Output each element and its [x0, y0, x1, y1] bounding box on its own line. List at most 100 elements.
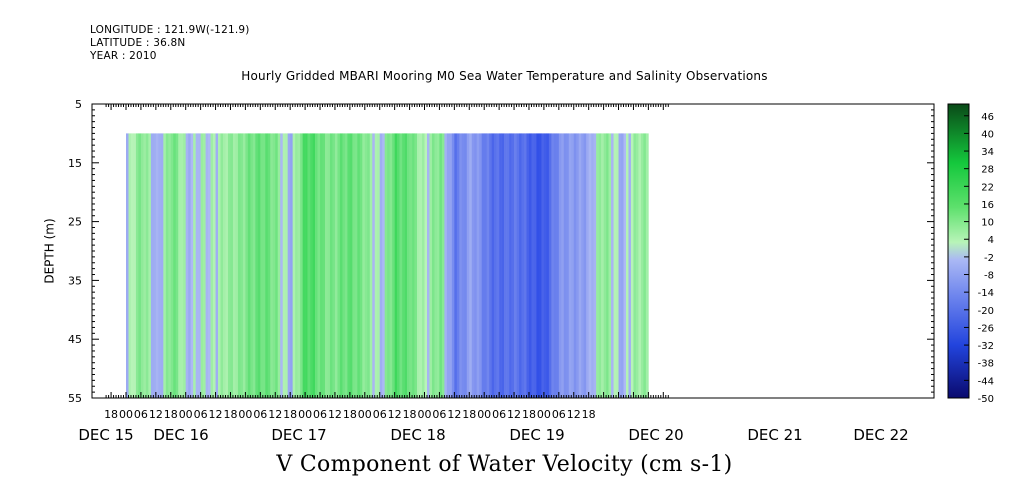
- heatmap-cell: [509, 133, 512, 398]
- x-hour-label: 12: [447, 408, 461, 421]
- heatmap-cell: [133, 133, 137, 398]
- heatmap-cell: [459, 133, 463, 398]
- heatmap-cell: [546, 133, 550, 398]
- heatmap-cell: [409, 133, 413, 398]
- heatmap-cell: [581, 133, 584, 398]
- heatmap-cell: [387, 133, 390, 398]
- colorbar-label: 22: [981, 182, 994, 193]
- colorbar-label: 28: [981, 165, 994, 176]
- heatmap-cell: [290, 133, 293, 398]
- heatmap-cell: [606, 133, 609, 398]
- heatmap-cell: [536, 133, 540, 398]
- heatmap-cell: [170, 133, 174, 398]
- x-hour-label: 06: [194, 408, 208, 421]
- heatmap-cell: [282, 133, 286, 398]
- x-hour-label: 18: [522, 408, 536, 421]
- heatmap-cell: [556, 133, 560, 398]
- heatmap-cell: [325, 133, 328, 398]
- heatmap-cell: [603, 133, 607, 398]
- y-tick-label: 25: [68, 216, 82, 229]
- heatmap-cell: [315, 133, 318, 398]
- heatmap-cell: [586, 133, 589, 398]
- heatmap-cell: [218, 133, 221, 398]
- heatmap-cell: [205, 133, 209, 398]
- heatmap-cell: [424, 133, 428, 398]
- heatmap-cell: [434, 133, 438, 398]
- latitude-label: LATITUDE : 36.8N: [90, 37, 186, 49]
- heatmap-cell: [185, 133, 189, 398]
- heatmap-cell: [223, 133, 226, 398]
- colorbar-label: 4: [988, 235, 994, 246]
- heatmap-cell: [561, 133, 565, 398]
- heatmap-cell: [354, 133, 358, 398]
- heatmap-cell: [213, 133, 216, 398]
- heatmap-cell: [528, 133, 532, 398]
- x-hour-label: 06: [492, 408, 506, 421]
- heatmap-cell: [439, 133, 443, 398]
- heatmap-cell: [168, 133, 172, 398]
- heatmap-cell: [377, 133, 381, 398]
- heatmap-cell: [543, 133, 547, 398]
- x-hour-label: 06: [432, 408, 446, 421]
- heatmap-cell: [521, 133, 525, 398]
- heatmap-cell: [295, 133, 298, 398]
- heatmap-cell: [573, 133, 577, 398]
- heatmap-cell: [618, 133, 622, 398]
- x-axis-ticks: 18 00 06 12 18 00 06 12 18 00 06 12 18 00 06 12 18 00 06 12…: [78, 104, 909, 444]
- y-tick-label: 45: [68, 333, 82, 346]
- heatmap-cell: [155, 133, 159, 398]
- heatmap-cell: [422, 133, 425, 398]
- heatmap-cell: [444, 133, 448, 398]
- heatmap-cell: [399, 133, 403, 398]
- colorbar-label: 16: [981, 200, 994, 211]
- colorbar-label: -44: [978, 376, 994, 387]
- heatmap-cell: [272, 133, 276, 398]
- heatmap-cell: [464, 133, 468, 398]
- heatmap-cell: [367, 133, 371, 398]
- x-hour-label: 00: [298, 408, 312, 421]
- heatmap-cell: [449, 133, 453, 398]
- x-day-label: DEC 17: [271, 426, 326, 444]
- heatmap-cell: [203, 133, 206, 398]
- heatmap-cell: [456, 133, 460, 398]
- heatmap-cell: [553, 133, 557, 398]
- x-hour-label: 00: [179, 408, 193, 421]
- year-label: YEAR : 2010: [90, 50, 157, 62]
- heatmap-cell: [153, 133, 157, 398]
- heatmap-cell: [237, 133, 241, 398]
- heatmap-cell: [491, 133, 495, 398]
- heatmap-cell: [563, 133, 567, 398]
- heatmap-cell: [568, 133, 572, 398]
- heatmap-cell: [441, 133, 445, 398]
- heatmap-cell: [608, 133, 612, 398]
- heatmap-cell: [524, 133, 527, 398]
- heatmap-cell: [135, 133, 139, 398]
- heatmap-cell: [526, 133, 530, 398]
- heatmap-cell: [598, 133, 602, 398]
- heatmap-cell: [262, 133, 266, 398]
- x-hour-label: 18: [104, 408, 118, 421]
- heatmap-cell: [511, 133, 515, 398]
- heatmap-cell: [220, 133, 224, 398]
- colorbar-label: 40: [981, 129, 994, 140]
- heatmap-cell: [337, 133, 341, 398]
- heatmap-cell: [364, 133, 368, 398]
- heatmap-cell: [352, 133, 356, 398]
- heatmap-cell: [548, 133, 552, 398]
- x-hour-label: 18: [582, 408, 596, 421]
- heatmap-cell: [310, 133, 313, 398]
- heatmap-cell: [538, 133, 542, 398]
- x-hour-label: 00: [477, 408, 491, 421]
- heatmap-cell: [397, 133, 400, 398]
- heatmap-cell: [307, 133, 311, 398]
- heatmap-cell: [227, 133, 231, 398]
- heatmap-cell: [633, 133, 637, 398]
- heatmap-cell: [613, 133, 617, 398]
- heatmap-cell: [419, 133, 423, 398]
- x-hour-label: 12: [149, 408, 163, 421]
- heatmap-cell: [407, 133, 410, 398]
- y-axis-label: DEPTH (m): [43, 218, 57, 283]
- y-tick-label: 55: [68, 392, 82, 405]
- heatmap-cell: [357, 133, 361, 398]
